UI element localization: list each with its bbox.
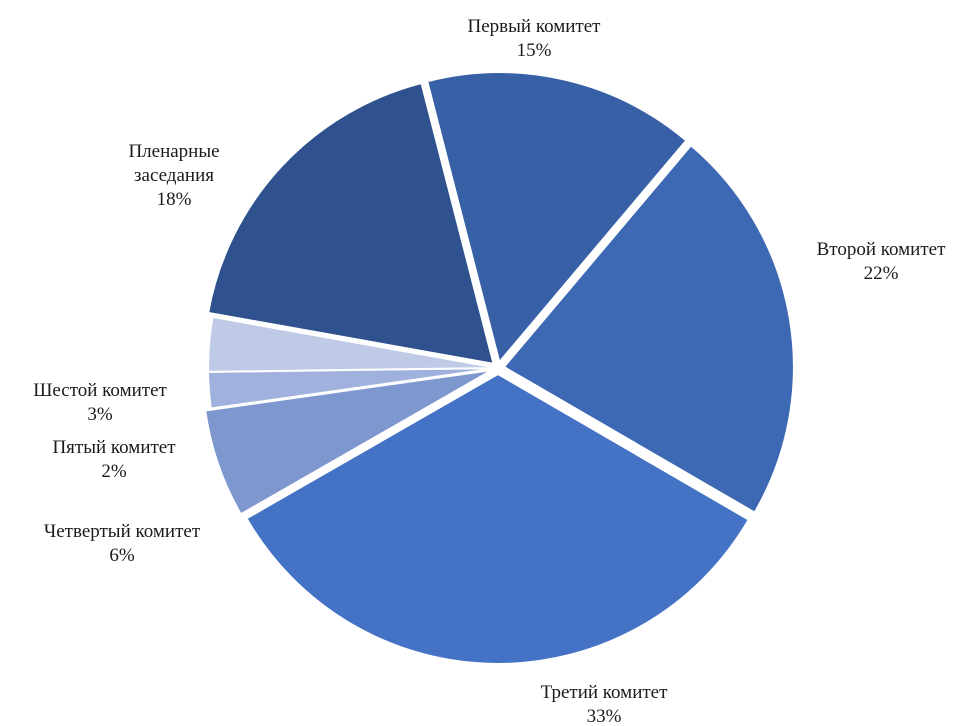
pie-slice-4: [204, 368, 493, 516]
pie-slice-3: [245, 372, 751, 665]
slice-name-label: Третий комитет: [541, 682, 669, 703]
pie-slice-6: [207, 315, 499, 373]
pie-slice-7: [206, 81, 495, 366]
slice-percent-label: 6%: [109, 545, 135, 566]
slice-label-5: Пятый комитет 2%: [52, 437, 176, 482]
slice-name-label: Пленарные: [128, 141, 219, 162]
slice-percent-label: 33%: [587, 706, 622, 726]
slice-label-7: Пленарные заседания 18%: [128, 141, 219, 210]
slice-name-label: Четвертый комитет: [44, 521, 201, 542]
slice-label-6: Шестой комитет 3%: [33, 380, 167, 425]
slice-label-3: Третий комитет 33%: [541, 682, 669, 726]
slice-label-1: Первый комитет 15%: [468, 16, 602, 61]
slice-percent-label: 22%: [864, 263, 899, 284]
slice-percent-label: 18%: [157, 189, 192, 210]
slice-name-label: Первый комитет: [468, 16, 602, 37]
slice-label-4: Четвертый комитет 6%: [44, 521, 201, 566]
pie-slices: [204, 71, 795, 665]
slice-name-label: заседания: [134, 165, 214, 186]
slice-name-label: Пятый комитет: [52, 437, 176, 458]
pie-labels: Первый комитет 15% Второй комитет 22% Третий…: [33, 16, 946, 726]
slice-percent-label: 15%: [517, 40, 552, 61]
slice-name-label: Шестой комитет: [33, 380, 167, 401]
slice-percent-label: 3%: [87, 404, 113, 425]
slice-name-label: Второй комитет: [817, 239, 946, 260]
slice-percent-label: 2%: [101, 461, 127, 482]
pie-slice-1: [425, 71, 688, 365]
pie-slice-2: [502, 143, 795, 514]
slice-label-2: Второй комитет 22%: [817, 239, 946, 284]
